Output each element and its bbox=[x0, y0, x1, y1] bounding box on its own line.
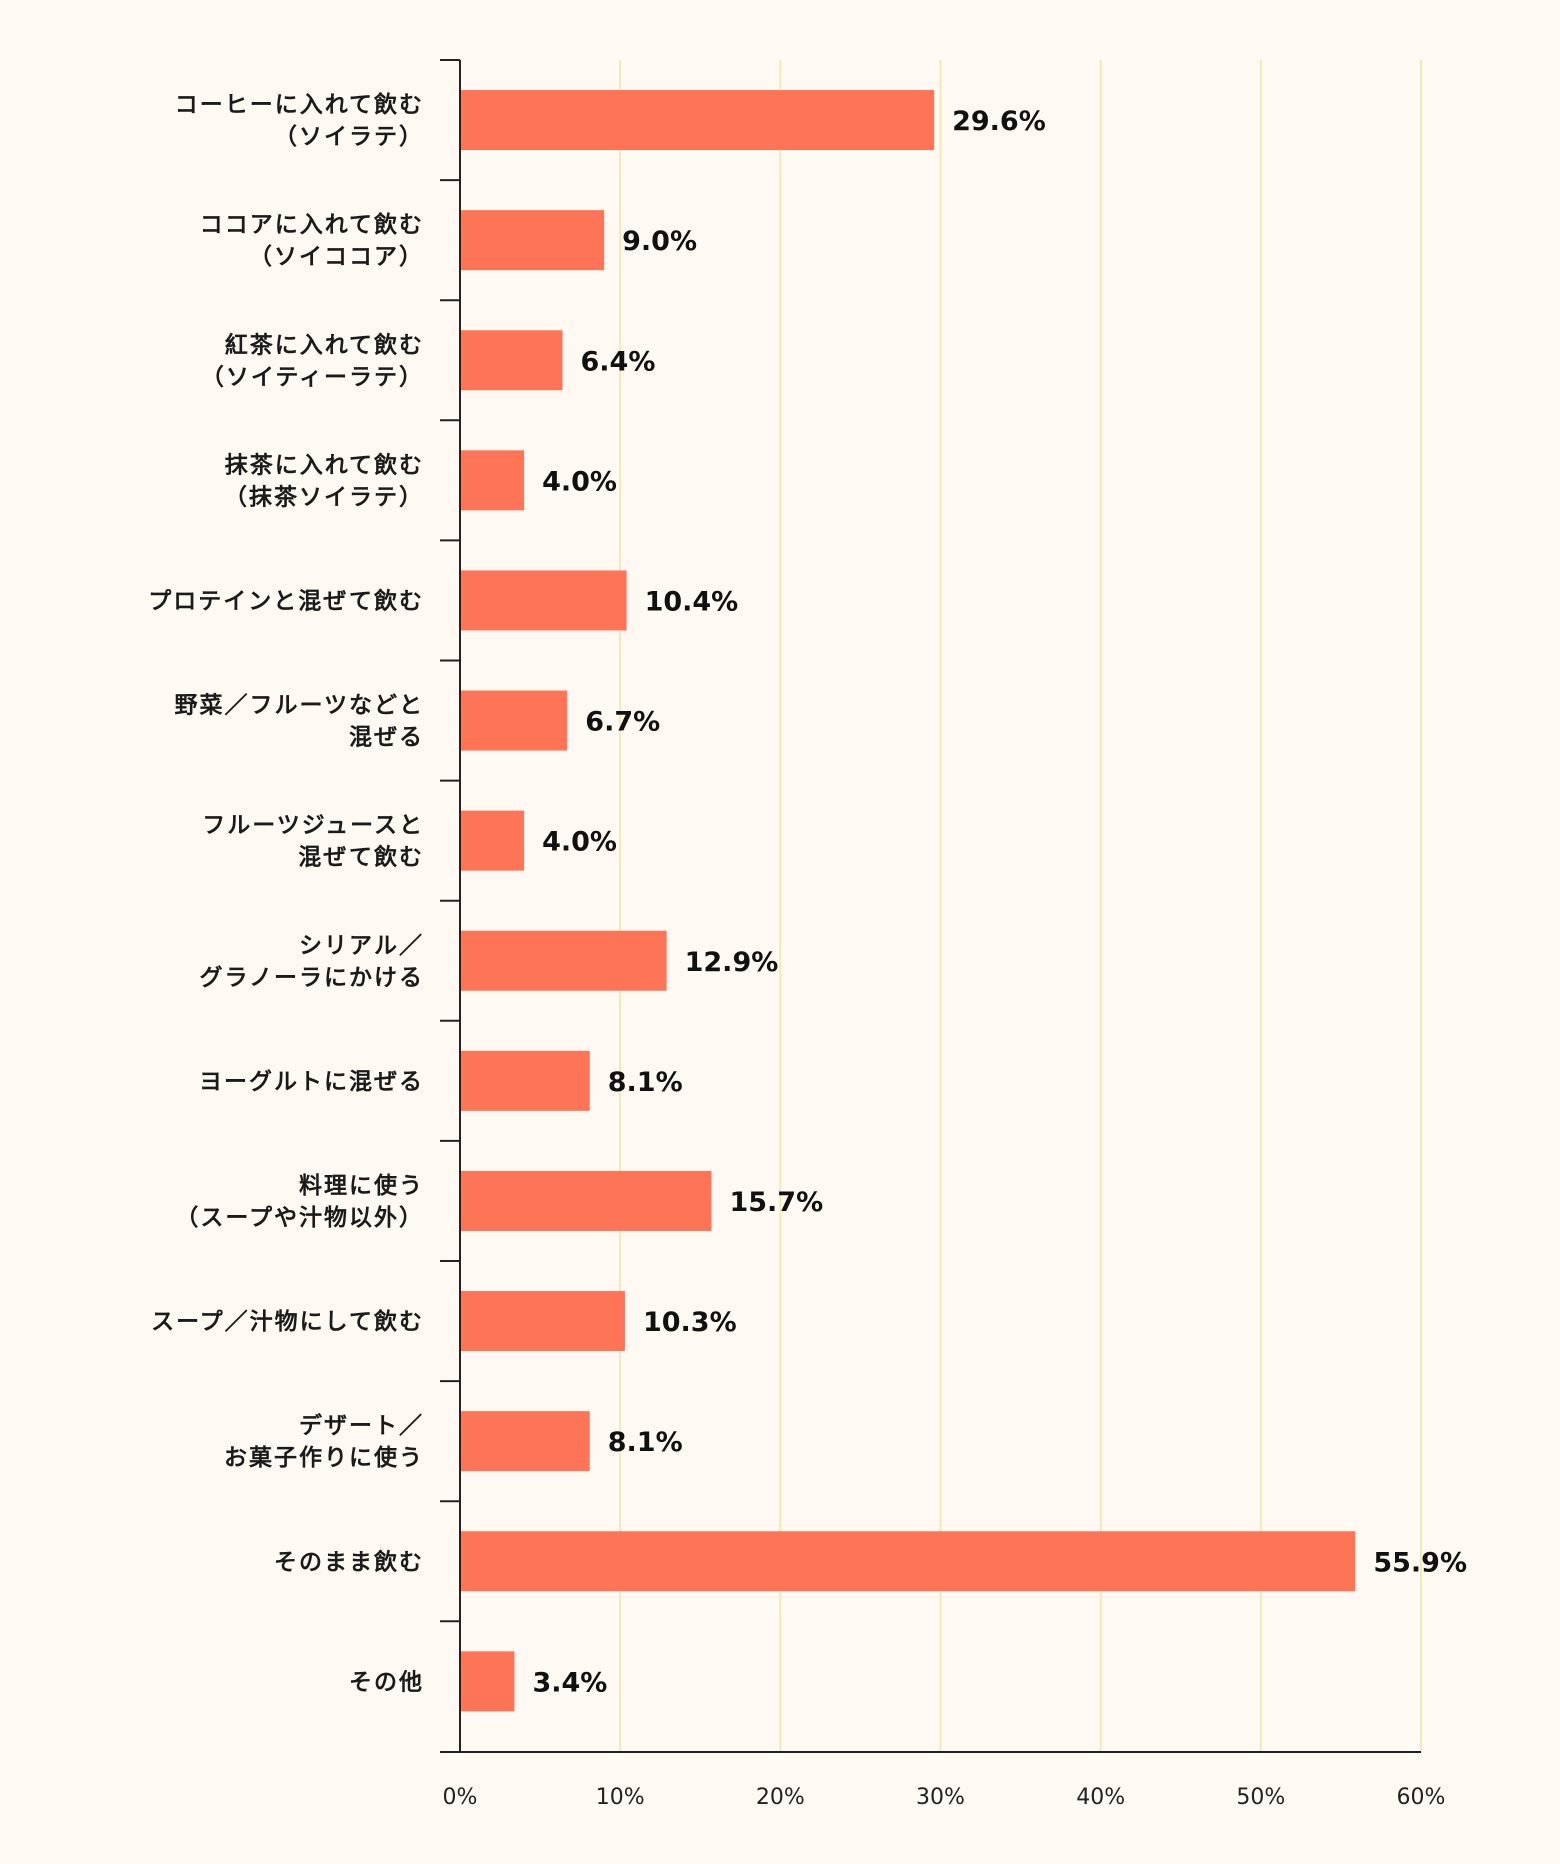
category-label-1: ココアに入れて飲む （ソイココア） bbox=[200, 211, 424, 270]
bar-7 bbox=[460, 930, 667, 991]
category-label-11-line-0: デザート／ bbox=[299, 1412, 424, 1439]
bar-3 bbox=[460, 450, 525, 511]
category-label-9-line-1: （スープや汁物以外） bbox=[175, 1204, 424, 1231]
category-label-0-line-1: （ソイラテ） bbox=[274, 123, 424, 150]
category-label-9-line-0: 料理に使う bbox=[299, 1173, 424, 1199]
category-label-0: コーヒーに入れて飲む （ソイラテ） bbox=[175, 91, 424, 150]
bar-1 bbox=[460, 210, 605, 271]
category-label-6-line-1: 混ぜて飲む bbox=[298, 844, 424, 871]
bar-6 bbox=[460, 810, 525, 871]
category-label-10-line-0: スープ／汁物にして飲む bbox=[151, 1308, 424, 1335]
bar-5 bbox=[460, 690, 568, 751]
category-label-11-line-1: お菓子作りに使う bbox=[224, 1445, 424, 1471]
value-label-4: 10.4% bbox=[645, 586, 739, 617]
x-tick-labels: 0% 10% 20% 30% 40% 50% 60% bbox=[443, 1785, 1446, 1810]
bar-2 bbox=[460, 330, 563, 391]
category-label-4-line-0: プロテインと混ぜて飲む bbox=[148, 587, 424, 614]
category-label-6-line-0: フルーツジュースと bbox=[202, 813, 424, 839]
category-label-1-line-1: （ソイココア） bbox=[249, 243, 424, 270]
category-label-7-line-1: グラノーラにかける bbox=[199, 964, 424, 991]
bar-10 bbox=[460, 1291, 625, 1352]
category-label-12-line-0: そのまま飲む bbox=[274, 1548, 424, 1575]
category-label-5: 野菜／フルーツなどと混ぜる bbox=[174, 692, 424, 751]
category-labels: コーヒーに入れて飲む （ソイラテ） ココアに入れて飲む （ソイココア） 紅茶に入れて飲む… bbox=[148, 91, 424, 1695]
category-label-3: 抹茶に入れて飲む （抹茶ソイラテ） bbox=[224, 451, 424, 510]
category-label-3-line-1: （抹茶ソイラテ） bbox=[224, 483, 424, 510]
value-labels: 29.6% 9.0% 6.4% 4.0% 10.4% 6.7% 4.0% 12.9% 8.1% 1… bbox=[532, 106, 1467, 1698]
value-label-8: 8.1% bbox=[608, 1067, 683, 1098]
category-label-4: プロテインと混ぜて飲む bbox=[148, 587, 424, 614]
grid-lines bbox=[619, 60, 1422, 1752]
category-label-13: その他 bbox=[349, 1669, 424, 1695]
value-label-3: 4.0% bbox=[542, 466, 617, 497]
value-label-5: 6.7% bbox=[585, 707, 660, 738]
category-label-3-line-0: 抹茶に入れて飲む bbox=[225, 451, 424, 478]
value-label-6: 4.0% bbox=[542, 827, 617, 858]
category-label-8-line-0: ヨーグルトに混ぜる bbox=[199, 1068, 424, 1095]
bar-0 bbox=[460, 90, 935, 151]
x-tick-label-50: 50% bbox=[1236, 1785, 1285, 1810]
value-label-13: 3.4% bbox=[532, 1667, 607, 1698]
bar-12 bbox=[460, 1531, 1356, 1592]
bar-9 bbox=[460, 1170, 712, 1231]
category-label-7: シリアル／ グラノーラにかける bbox=[199, 932, 424, 991]
bar-8 bbox=[460, 1050, 590, 1111]
category-label-6: フルーツジュースと混ぜて飲む bbox=[202, 813, 424, 871]
x-tick-label-0: 0% bbox=[443, 1785, 478, 1810]
category-label-13-line-0: その他 bbox=[349, 1669, 424, 1695]
axes bbox=[440, 59, 1421, 1753]
category-label-0-line-0: コーヒーに入れて飲む bbox=[175, 91, 424, 118]
x-tick-label-60: 60% bbox=[1397, 1785, 1446, 1810]
category-label-1-line-0: ココアに入れて飲む bbox=[200, 211, 424, 238]
category-label-5-line-1: 混ぜる bbox=[349, 725, 424, 751]
category-label-10: スープ／汁物にして飲む bbox=[151, 1308, 424, 1335]
value-label-1: 9.0% bbox=[622, 226, 697, 257]
category-label-2-line-1: （ソイティーラテ） bbox=[201, 363, 424, 390]
category-label-2: 紅茶に入れて飲む （ソイティーラテ） bbox=[201, 331, 424, 390]
value-label-11: 8.1% bbox=[608, 1427, 683, 1458]
bar-13 bbox=[460, 1651, 515, 1712]
category-label-2-line-0: 紅茶に入れて飲む bbox=[225, 331, 424, 358]
value-label-9: 15.7% bbox=[729, 1187, 823, 1218]
value-label-10: 10.3% bbox=[643, 1307, 737, 1338]
bar-4 bbox=[460, 570, 627, 631]
category-label-9: 料理に使う （スープや汁物以外） bbox=[175, 1173, 424, 1231]
bars bbox=[460, 90, 1356, 1712]
x-tick-label-30: 30% bbox=[916, 1785, 965, 1810]
category-label-11: デザート／ お菓子作りに使う bbox=[224, 1412, 424, 1471]
category-label-5-line-0: 野菜／フルーツなどと bbox=[174, 692, 424, 719]
category-label-12: そのまま飲む bbox=[274, 1548, 424, 1575]
x-tick-label-20: 20% bbox=[756, 1785, 805, 1810]
value-label-2: 6.4% bbox=[581, 346, 656, 377]
x-tick-label-10: 10% bbox=[596, 1785, 645, 1810]
value-label-12: 55.9% bbox=[1373, 1547, 1467, 1578]
category-label-8: ヨーグルトに混ぜる bbox=[199, 1068, 424, 1095]
x-tick-label-40: 40% bbox=[1076, 1785, 1125, 1810]
category-label-7-line-0: シリアル／ bbox=[299, 932, 424, 959]
value-label-7: 12.9% bbox=[685, 947, 779, 978]
bar-11 bbox=[460, 1411, 590, 1472]
value-label-0: 29.6% bbox=[952, 106, 1046, 137]
